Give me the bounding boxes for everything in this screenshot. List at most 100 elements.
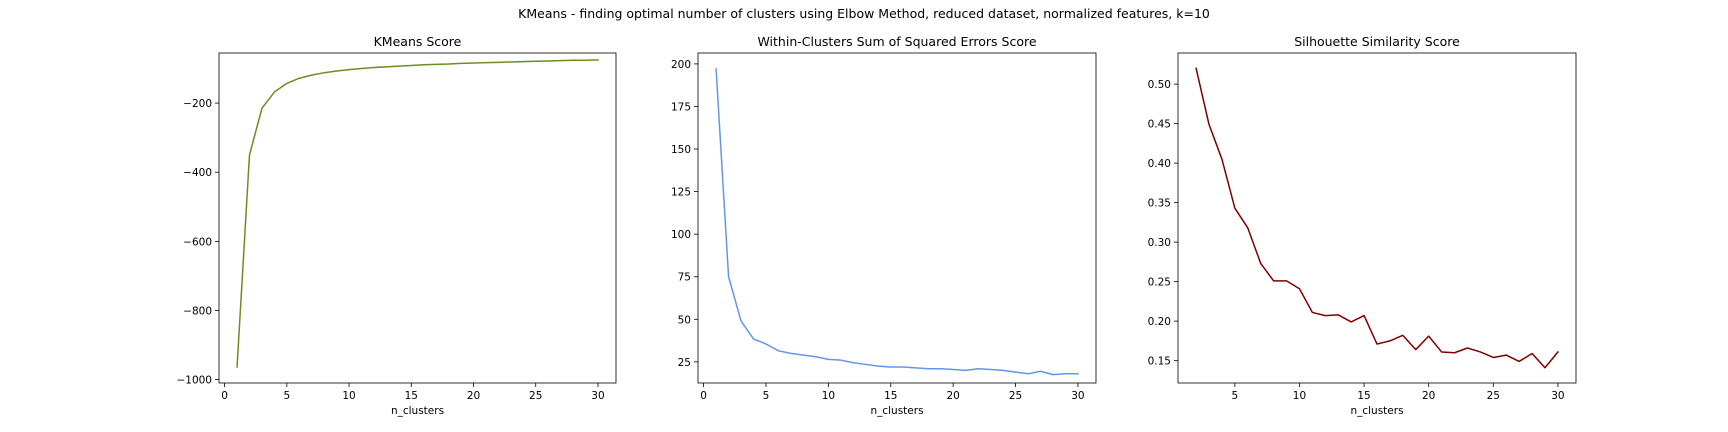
data-point — [1052, 373, 1054, 375]
data-point — [510, 61, 512, 63]
data-point — [1272, 280, 1274, 282]
data-point — [1298, 288, 1300, 290]
data-point — [1557, 351, 1559, 353]
data-point — [927, 368, 929, 370]
figure-suptitle: KMeans - finding optimal number of clust… — [518, 6, 1210, 21]
data-point — [373, 66, 375, 68]
data-point — [1234, 207, 1236, 209]
data-point — [460, 62, 462, 64]
data-point — [1505, 354, 1507, 356]
plot-frame — [218, 52, 617, 384]
data-point — [915, 367, 917, 369]
data-point — [1285, 280, 1287, 282]
x-tick-label: 10 — [822, 390, 835, 402]
y-tick-label: −800 — [183, 305, 212, 317]
x-tick-label: 10 — [1293, 390, 1306, 402]
y-tick-label: −600 — [183, 236, 212, 248]
x-tick-label: 0 — [221, 390, 228, 402]
data-point — [765, 343, 767, 345]
data-point — [1260, 262, 1262, 264]
y-tick-label: 0.45 — [1148, 119, 1171, 131]
y-tick-label: −200 — [183, 98, 212, 110]
y-tick-label: 0.20 — [1148, 316, 1171, 328]
x-tick-label: 5 — [1232, 390, 1239, 402]
data-point — [1337, 314, 1339, 316]
data-point — [248, 154, 250, 156]
subplot-silhouette-score: Silhouette Similarity Score 5 10 15 20 25 30 0.… — [1148, 34, 1577, 417]
data-point — [715, 68, 717, 70]
data-point — [827, 358, 829, 360]
data-point — [852, 362, 854, 364]
y-tick-label: 125 — [671, 187, 691, 199]
data-point — [273, 91, 275, 93]
y-tick-label: 0.50 — [1148, 79, 1171, 91]
x-tick-label: 30 — [591, 390, 604, 402]
data-point — [939, 368, 941, 370]
y-tick-label: 0.30 — [1148, 237, 1171, 249]
x-tick-label: 5 — [763, 390, 770, 402]
data-point — [1324, 314, 1326, 316]
data-point — [977, 368, 979, 370]
data-point — [1415, 348, 1417, 350]
subplot-kmeans-score: KMeans Score 0 5 10 15 20 25 30 −1000 −800 −600 −40… — [176, 34, 617, 417]
chart-title: KMeans Score — [374, 34, 462, 49]
x-tick-label: 30 — [1071, 390, 1084, 402]
x-tick-label: 5 — [283, 390, 290, 402]
plot-frame — [697, 52, 1097, 384]
data-point — [410, 64, 412, 66]
data-point — [1389, 340, 1391, 342]
data-point — [865, 363, 867, 365]
data-point — [1518, 360, 1520, 362]
data-point — [1492, 356, 1494, 358]
y-tick-label: 25 — [678, 357, 691, 369]
data-point — [1014, 371, 1016, 373]
data-point — [1544, 367, 1546, 369]
data-point — [323, 72, 325, 74]
data-point — [485, 61, 487, 63]
y-tick-label: 50 — [678, 314, 691, 326]
x-axis-label: n_clusters — [1350, 405, 1403, 417]
data-point — [952, 368, 954, 370]
data-point — [815, 356, 817, 358]
chart-title: Within-Clusters Sum of Squared Errors Sc… — [757, 34, 1036, 49]
y-tick-label: 0.15 — [1148, 356, 1171, 368]
x-tick-label: 25 — [1487, 390, 1500, 402]
data-point — [890, 366, 892, 368]
data-point — [902, 366, 904, 368]
x-tick-label: 20 — [946, 390, 959, 402]
y-tick-label: 0.40 — [1148, 158, 1171, 170]
data-point — [1350, 321, 1352, 323]
data-point — [435, 63, 437, 65]
data-point — [1208, 123, 1210, 125]
chart-title: Silhouette Similarity Score — [1294, 34, 1460, 49]
data-point — [423, 64, 425, 66]
data-point — [840, 359, 842, 361]
x-axis-label: n_clusters — [870, 405, 923, 417]
x-tick-label: 10 — [342, 390, 355, 402]
data-point — [261, 107, 263, 109]
data-point — [535, 60, 537, 62]
data-point — [286, 82, 288, 84]
data-point — [989, 368, 991, 370]
data-point — [311, 74, 313, 76]
data-point — [1247, 227, 1249, 229]
data-point — [547, 60, 549, 62]
data-point — [559, 59, 561, 61]
data-point — [1466, 347, 1468, 349]
y-tick-label: −400 — [183, 167, 212, 179]
data-point — [802, 354, 804, 356]
data-point — [1427, 335, 1429, 337]
x-tick-label: 15 — [405, 390, 418, 402]
data-point — [522, 60, 524, 62]
y-tick-label: 175 — [671, 101, 691, 113]
y-tick-label: −1000 — [176, 375, 212, 387]
x-tick-label: 20 — [467, 390, 480, 402]
data-point — [1077, 373, 1079, 375]
data-point — [385, 66, 387, 68]
data-point — [472, 62, 474, 64]
data-point — [335, 70, 337, 72]
y-tick-label: 75 — [678, 272, 691, 284]
data-point — [1027, 373, 1029, 375]
data-point — [447, 63, 449, 65]
